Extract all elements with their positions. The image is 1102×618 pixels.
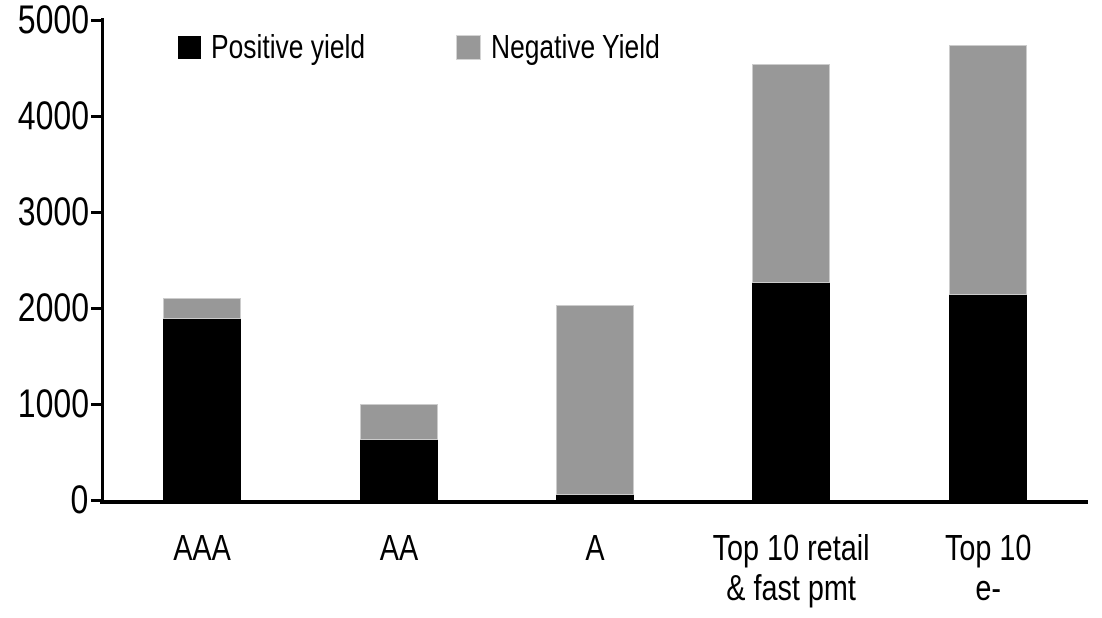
bar-segment (752, 64, 831, 284)
bar-segment (556, 495, 634, 500)
bar-segment (359, 404, 438, 440)
negative-yield-swatch-icon (455, 34, 481, 60)
x-axis-label: AA (379, 527, 418, 568)
y-tick-mark (91, 306, 102, 310)
x-axis-label: A (585, 527, 605, 568)
x-axis-label: Top 10 retail & fast pmt (712, 527, 870, 608)
y-tick-label: 2000 (17, 286, 89, 330)
y-tick-label: 5000 (17, 0, 89, 42)
y-tick-mark (91, 402, 102, 406)
y-tick-label: 0 (70, 478, 88, 522)
bar-segment (948, 294, 1027, 500)
legend-item-positive-yield: Positive yield (178, 27, 404, 67)
y-tick-label: 4000 (17, 94, 89, 138)
bar-segment (556, 305, 634, 496)
x-axis-line (100, 500, 1088, 504)
x-axis-label: Top 10 e-commerce (921, 527, 1055, 618)
y-tick-label: 3000 (17, 190, 89, 234)
bar-segment (948, 44, 1027, 295)
legend-label-positive-yield: Positive yield (211, 28, 366, 65)
y-tick-mark (91, 498, 102, 502)
y-tick-mark (91, 114, 102, 118)
bar-segment (752, 283, 831, 500)
y-tick-mark (91, 18, 102, 22)
bar-segment (163, 298, 242, 319)
y-tick-mark (91, 210, 102, 214)
legend-item-negative-yield: Negative Yield (455, 27, 702, 67)
bar-segment (163, 318, 242, 500)
chart-legend: Positive yield Negative Yield (178, 27, 702, 67)
positive-yield-swatch-icon (178, 35, 201, 59)
bar-segment (359, 439, 438, 500)
x-axis-label: AAA (173, 527, 232, 568)
legend-label-negative-yield: Negative Yield (490, 28, 660, 65)
y-axis-line (101, 18, 104, 504)
y-tick-label: 1000 (17, 382, 89, 426)
